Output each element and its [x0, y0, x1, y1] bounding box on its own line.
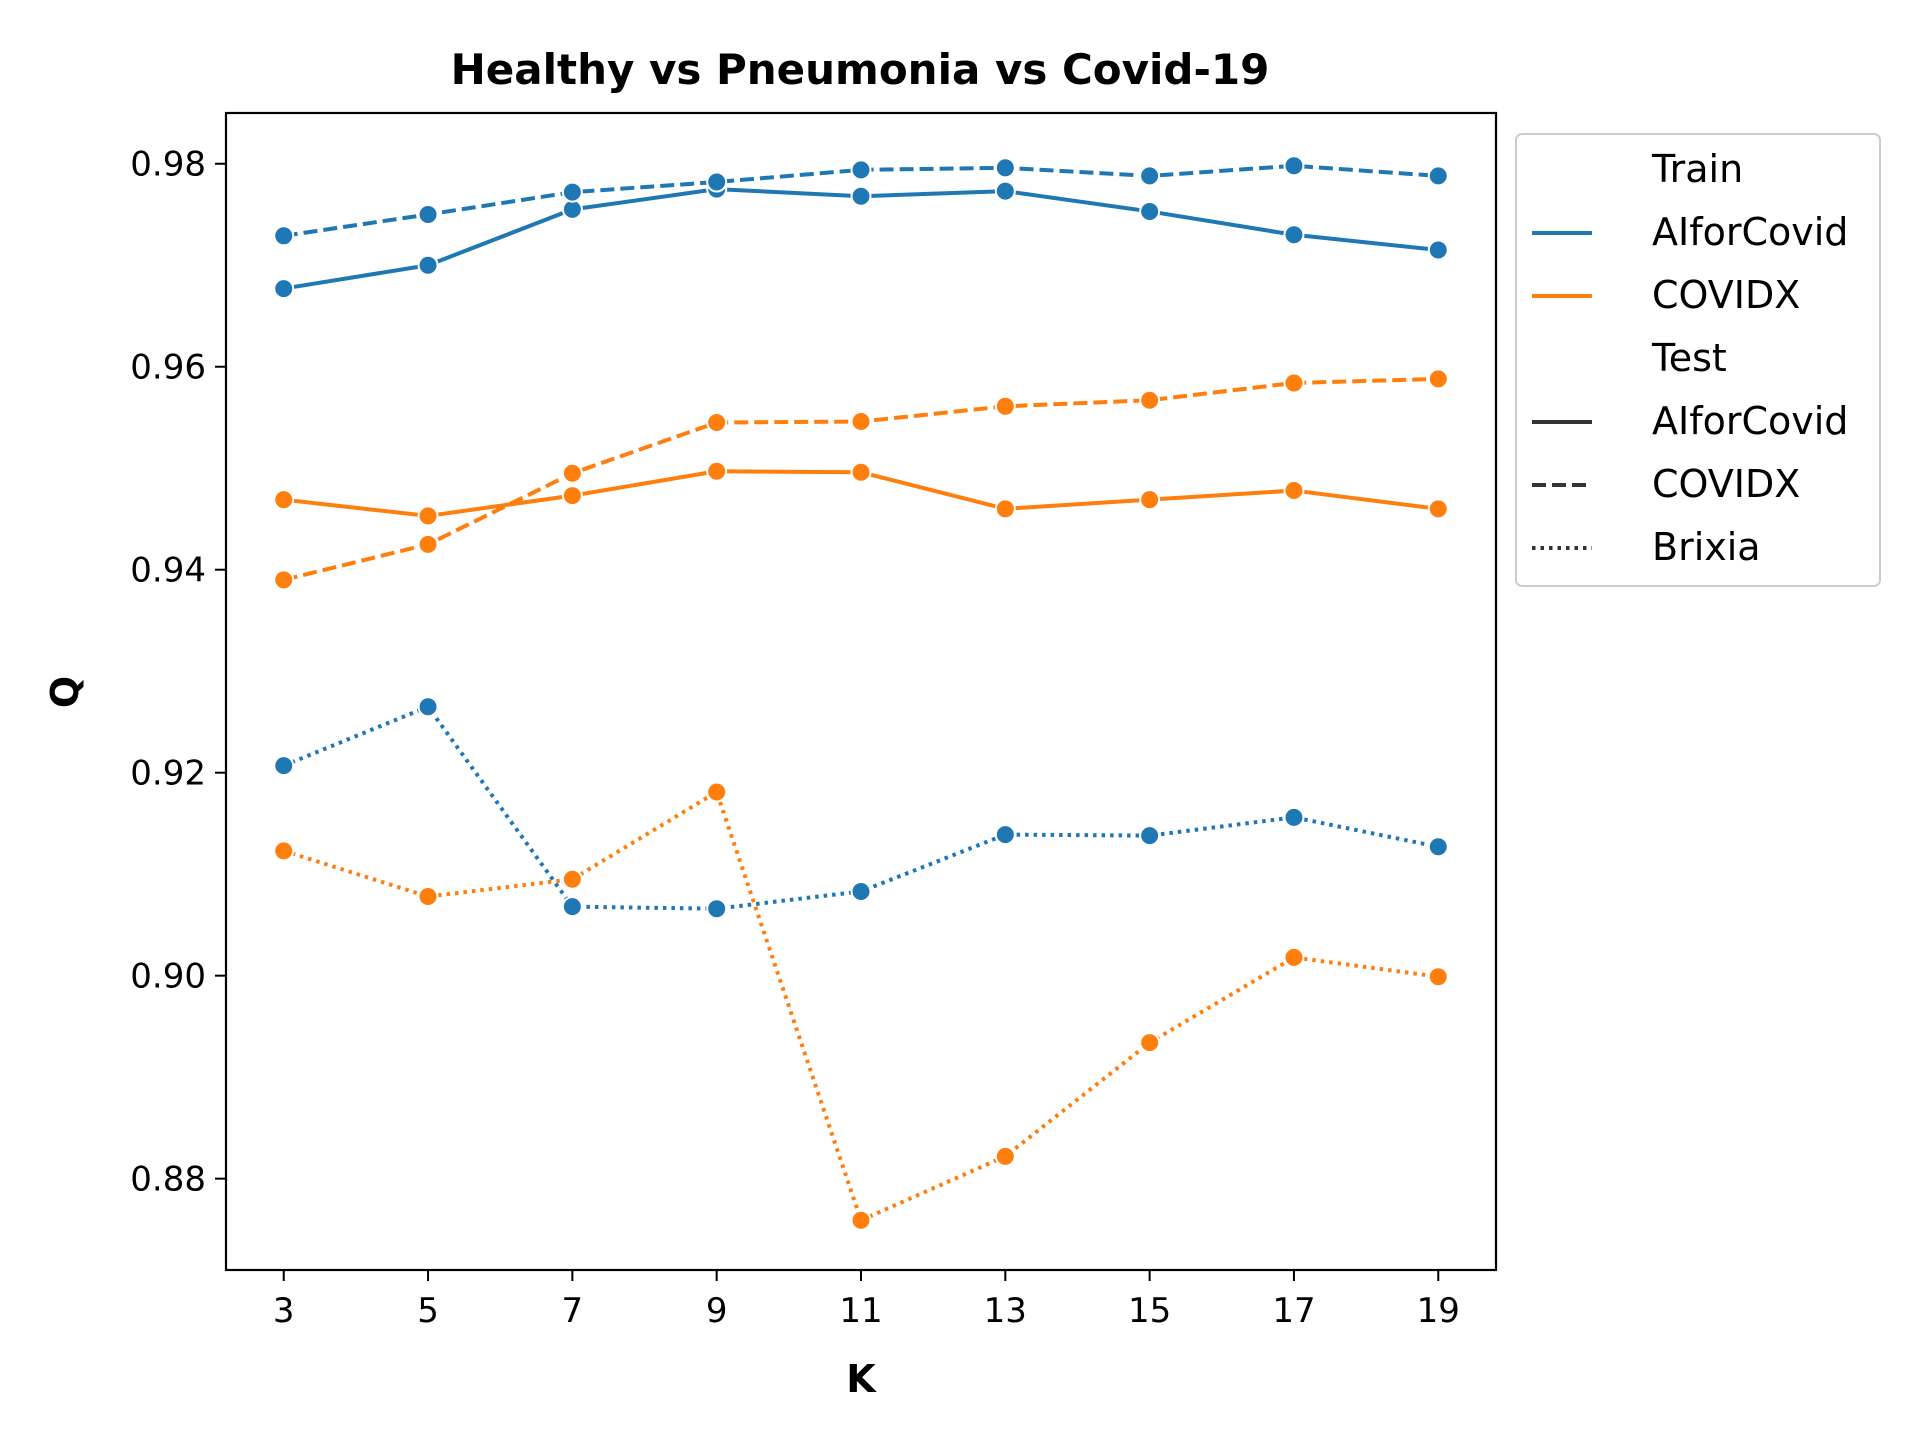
x-tick-label: 17 — [1272, 1291, 1315, 1331]
y-tick-label: 0.92 — [130, 754, 206, 794]
legend: Train AIforCovid COVIDX Test AIforCovid COVID… — [1515, 133, 1881, 587]
data-point — [273, 840, 295, 862]
data-point — [850, 1209, 872, 1231]
y-tick-label: 0.98 — [130, 145, 206, 185]
data-point — [1139, 1032, 1161, 1054]
data-point — [1139, 489, 1161, 511]
data-point — [1427, 836, 1449, 858]
data-point — [273, 225, 295, 247]
data-point — [994, 1145, 1016, 1167]
x-tick-label: 5 — [417, 1291, 439, 1331]
y-tick-label: 0.94 — [130, 551, 206, 591]
x-tick-label: 11 — [839, 1291, 882, 1331]
data-point — [1139, 389, 1161, 411]
data-point — [706, 412, 728, 434]
data-point — [273, 489, 295, 511]
x-tick-label: 3 — [273, 1291, 295, 1331]
data-point — [273, 278, 295, 300]
data-point — [417, 203, 439, 225]
plot-area — [273, 155, 1449, 1231]
x-tick-label: 7 — [562, 1291, 584, 1331]
legend-entry: COVIDX — [1652, 273, 1800, 317]
data-point — [850, 880, 872, 902]
legend-frame — [1515, 133, 1881, 587]
data-point — [273, 755, 295, 777]
y-tick-label: 0.96 — [130, 348, 206, 388]
legend-entry: AIforCovid — [1652, 210, 1848, 254]
x-tick-label: 19 — [1417, 1291, 1460, 1331]
legend-entry: AIforCovid — [1652, 399, 1848, 443]
data-point — [1427, 966, 1449, 988]
data-point — [1283, 155, 1305, 177]
data-point — [417, 696, 439, 718]
y-tick-label: 0.88 — [130, 1160, 206, 1200]
x-tick-label: 15 — [1128, 1291, 1171, 1331]
x-tick-label: 9 — [706, 1291, 728, 1331]
data-point — [706, 898, 728, 920]
data-point — [1427, 498, 1449, 520]
legend-entry: COVIDX — [1652, 462, 1800, 506]
data-point — [850, 411, 872, 433]
data-point — [561, 181, 583, 203]
legend-entry: Brixia — [1652, 525, 1761, 569]
data-point — [561, 198, 583, 220]
data-point — [850, 185, 872, 207]
data-point — [1283, 480, 1305, 502]
data-point — [850, 461, 872, 483]
data-point — [1427, 239, 1449, 261]
y-tick-label: 0.90 — [130, 957, 206, 997]
data-point — [1139, 165, 1161, 187]
legend-heading: Test — [1651, 336, 1727, 380]
legend-heading: Train — [1651, 147, 1743, 191]
data-point — [561, 462, 583, 484]
data-point — [1283, 372, 1305, 394]
data-point — [706, 460, 728, 482]
y-axis-label: Q — [43, 676, 87, 708]
series-line — [283, 789, 1439, 1223]
data-point — [1283, 946, 1305, 968]
x-axis: 3 5 7 9 11 13 15 17 19 — [273, 1270, 1460, 1331]
data-point — [417, 533, 439, 555]
data-point — [1427, 165, 1449, 187]
data-point — [994, 157, 1016, 179]
data-point — [994, 498, 1016, 520]
data-point — [561, 868, 583, 890]
data-point — [994, 824, 1016, 846]
chart-title: Healthy vs Pneumonia vs Covid-19 — [451, 45, 1270, 94]
data-point — [417, 254, 439, 276]
data-point — [273, 569, 295, 591]
plot-frame — [224, 111, 1498, 1272]
data-point — [706, 171, 728, 193]
data-point — [417, 505, 439, 527]
data-point — [850, 159, 872, 181]
data-point — [417, 886, 439, 908]
data-point — [994, 180, 1016, 202]
series-line — [282, 704, 1439, 911]
y-axis: 0.88 0.90 0.92 0.94 0.96 0.98 — [130, 145, 226, 1200]
data-point — [561, 896, 583, 918]
data-point — [1139, 825, 1161, 847]
data-point — [706, 781, 728, 803]
data-point — [1139, 200, 1161, 222]
data-point — [561, 485, 583, 507]
data-point — [994, 395, 1016, 417]
data-point — [1427, 368, 1449, 390]
x-axis-label: K — [846, 1357, 877, 1401]
data-point — [1283, 224, 1305, 246]
x-tick-label: 13 — [984, 1291, 1027, 1331]
data-point — [1283, 806, 1305, 828]
